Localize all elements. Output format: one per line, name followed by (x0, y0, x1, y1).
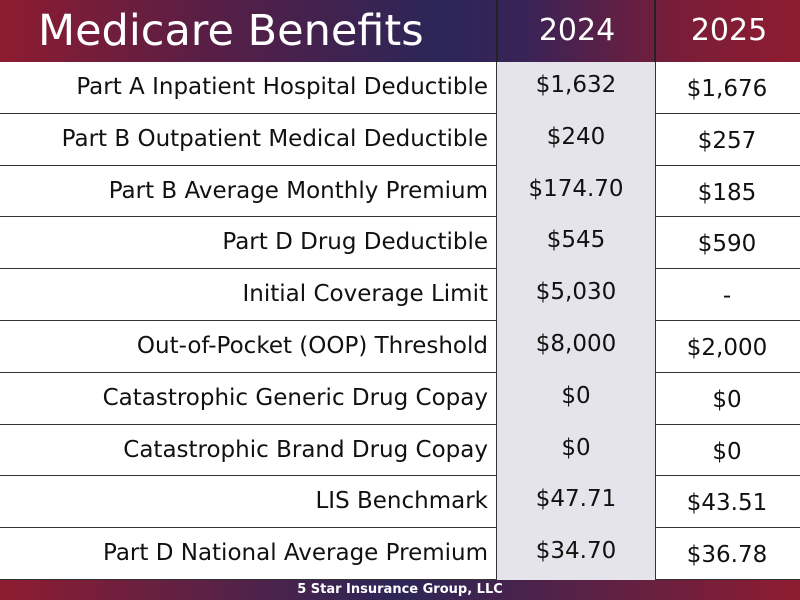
cell-2024: $545 (496, 217, 656, 270)
header: Medicare Benefits 2024 2025 (0, 0, 800, 62)
cell-2025: $590 (697, 231, 757, 258)
row-label: Part B Average Monthly Premium (108, 177, 488, 204)
row-label: LIS Benchmark (315, 488, 488, 515)
row-label: Initial Coverage Limit (242, 281, 488, 308)
cell-2024: $1,632 (496, 62, 656, 114)
cell-2024: $34.70 (496, 528, 656, 580)
row-label: Catastrophic Brand Drug Copay (123, 436, 488, 463)
table-row: Initial Coverage Limit $5,030 - (0, 269, 800, 321)
row-label: Part D National Average Premium (103, 540, 488, 567)
table-row: Catastrophic Generic Drug Copay $0 $0 (0, 372, 800, 425)
table-row: Catastrophic Brand Drug Copay $0 $0 (0, 424, 800, 477)
cell-2025: - (722, 283, 732, 310)
cell-2025: $36.78 (686, 542, 768, 569)
cell-2025: $2,000 (686, 335, 768, 361)
table-row: LIS Benchmark $47.71 $43.51 (0, 476, 800, 529)
table-row: Part B Average Monthly Premium $174.70 $18… (0, 165, 800, 218)
title: Medicare Benefits (38, 6, 424, 56)
row-label: Part A Inpatient Hospital Deductible (76, 74, 488, 100)
cell-2024: $0 (496, 424, 656, 477)
cell-2025: $1,676 (686, 76, 768, 102)
cell-2024: $5,030 (496, 269, 656, 321)
table-row: Part A Inpatient Hospital Deductible $1,6… (0, 62, 800, 114)
cell-2024: $8,000 (496, 321, 656, 373)
column-header: 2025 (654, 0, 800, 62)
row-label: Out-of-Pocket (OOP) Threshold (136, 333, 488, 359)
cell-2025: $0 (712, 386, 742, 413)
cell-2024: $0 (496, 372, 656, 425)
footer: 5 Star Insurance Group, LLC (0, 580, 800, 600)
table-row: Part D National Average Premium $34.70 $36… (0, 528, 800, 580)
cell-2025: $43.51 (686, 490, 768, 517)
cell-2024: $47.71 (496, 476, 656, 529)
row-label: Catastrophic Generic Drug Copay (102, 384, 488, 411)
row-label: Part D Drug Deductible (222, 229, 488, 256)
row-label: Part B Outpatient Medical Deductible (61, 125, 488, 152)
cell-2025: $257 (697, 127, 757, 154)
cell-2025: $0 (712, 438, 742, 465)
table-row: Out-of-Pocket (OOP) Threshold $8,000 $2,00… (0, 321, 800, 373)
table-row: Part B Outpatient Medical Deductible $240… (0, 113, 800, 166)
column-header: 2024 (496, 0, 656, 62)
cell-2024: $174.70 (496, 165, 656, 218)
cell-2025: $185 (697, 179, 757, 206)
table-row: Part D Drug Deductible $545 $590 (0, 217, 800, 270)
cell-2024: $240 (496, 113, 656, 166)
